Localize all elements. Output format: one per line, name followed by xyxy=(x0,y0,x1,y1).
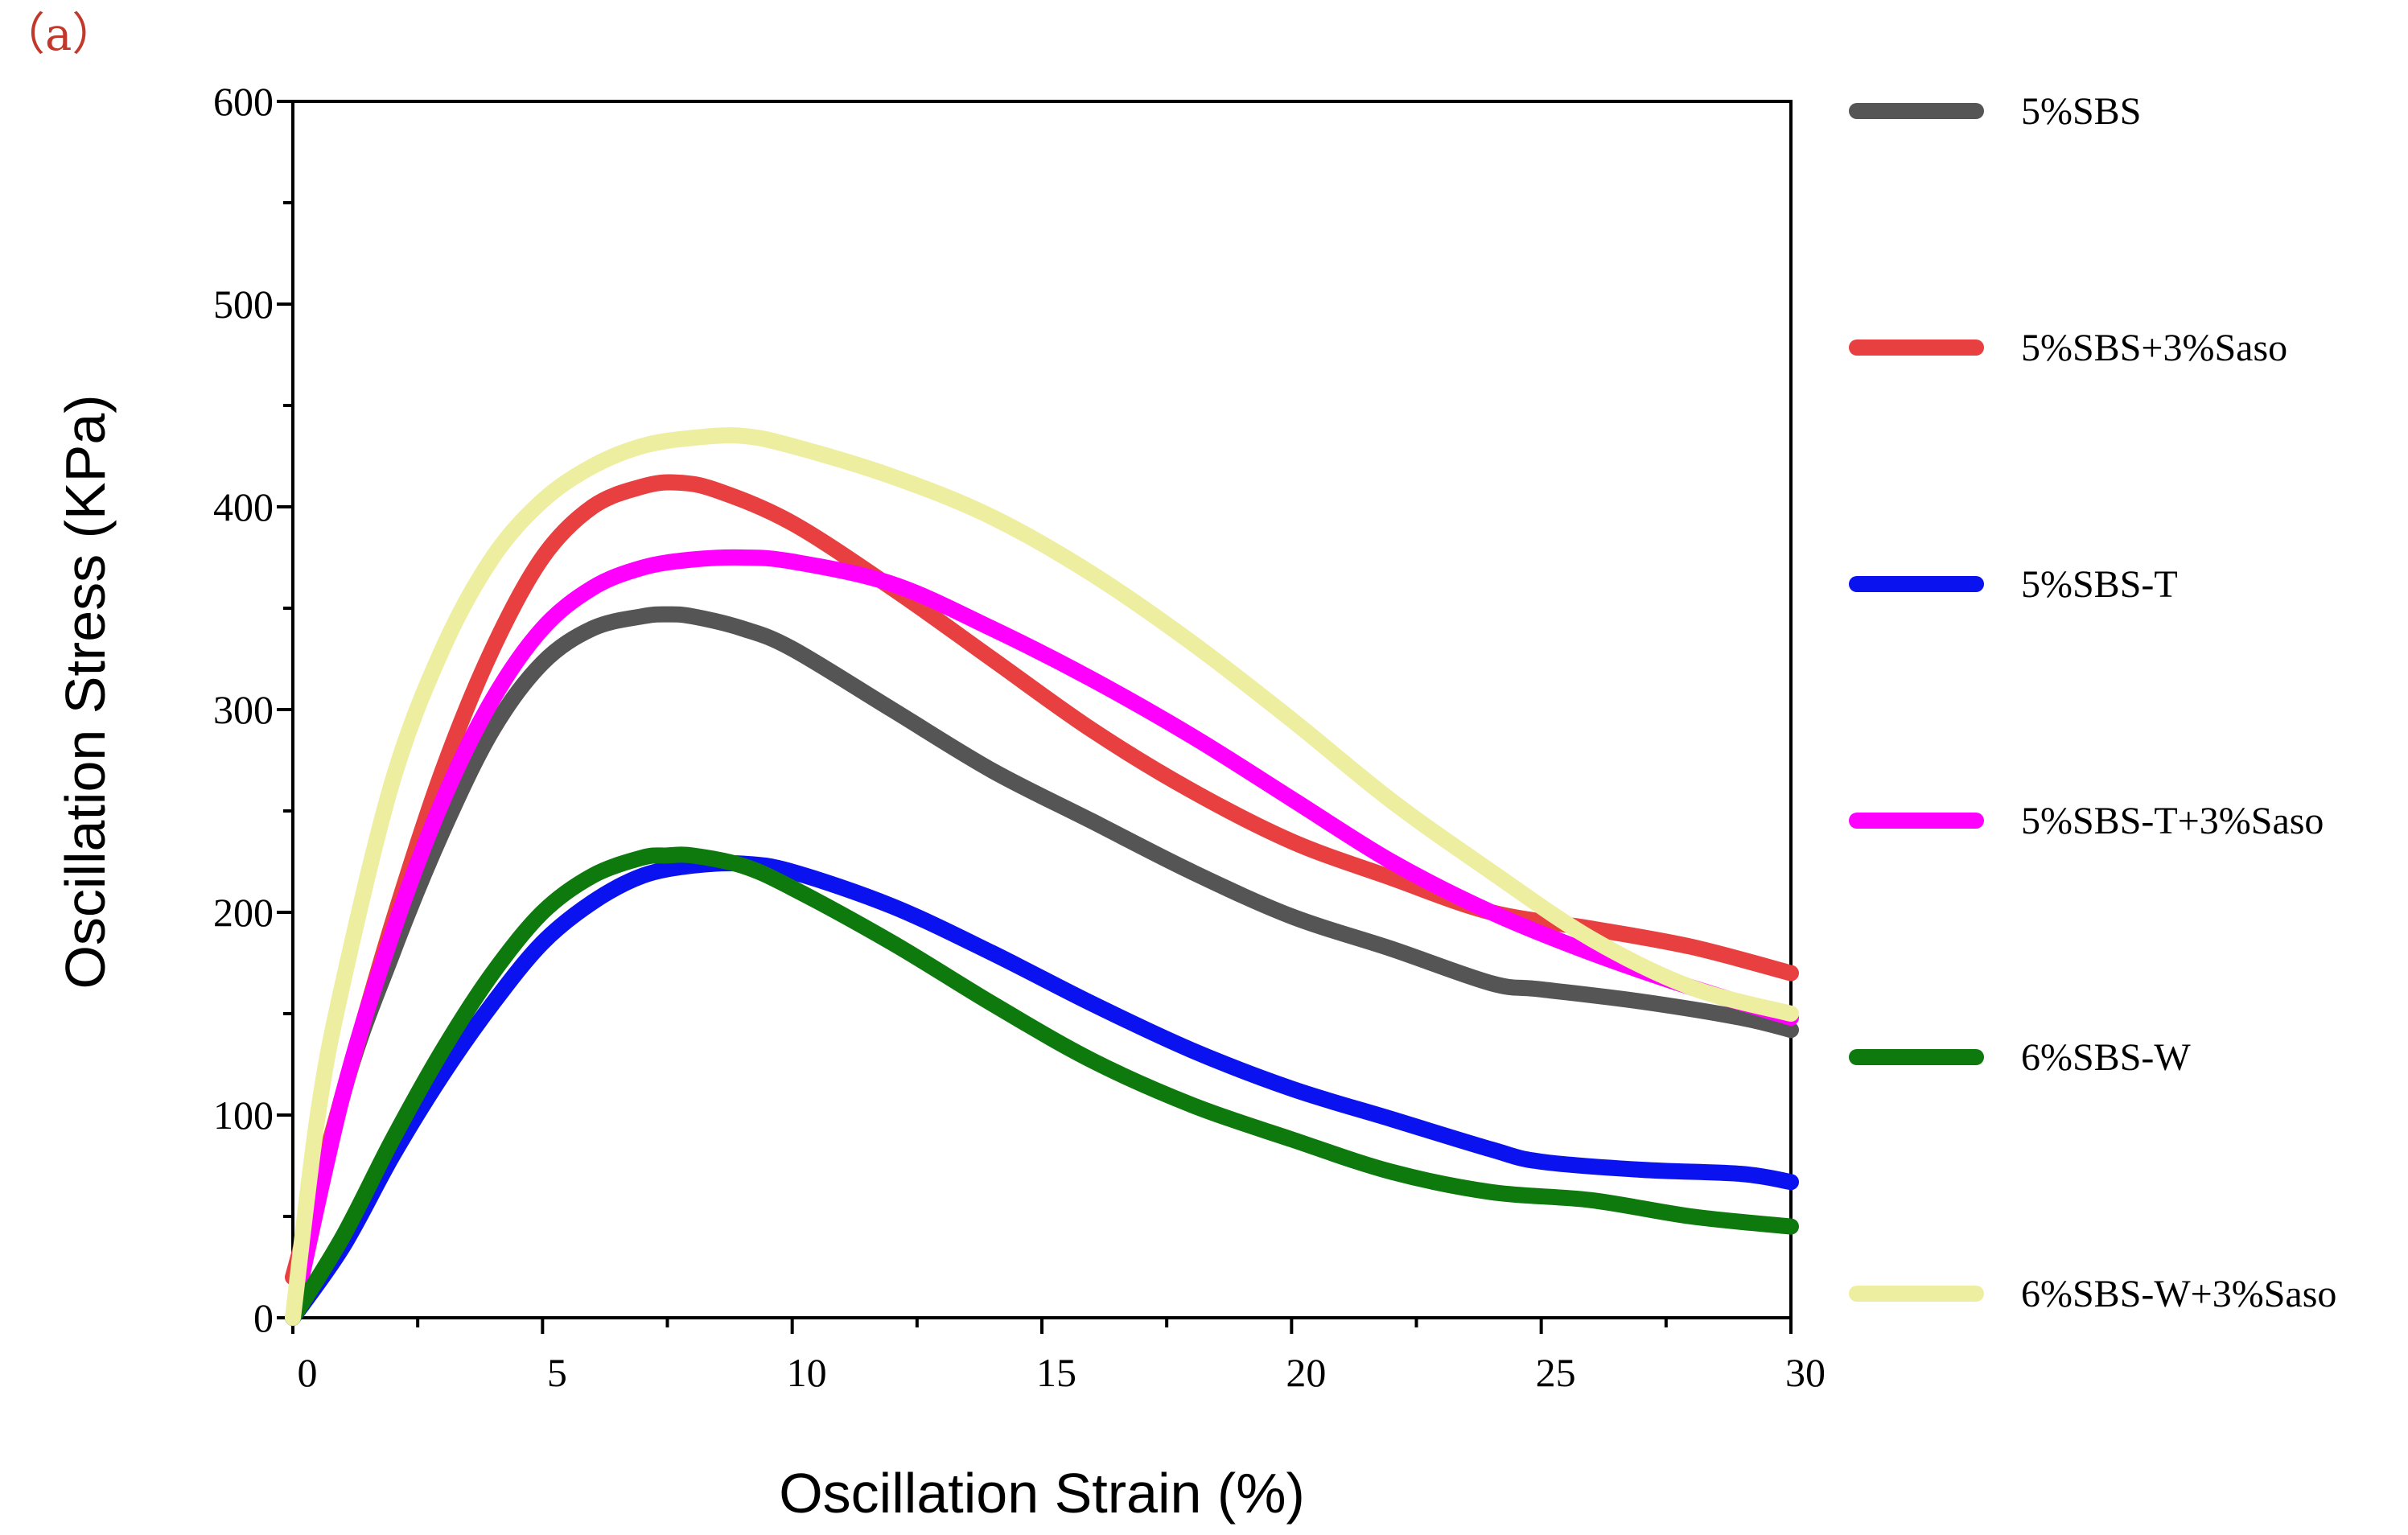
series-group xyxy=(285,427,1799,1326)
legend-label: 5%SBS-T xyxy=(2021,563,2178,606)
y-axis-title: Oscillation Stress (KPa) xyxy=(54,394,117,989)
series-line-1 xyxy=(285,606,1799,1326)
plot-area xyxy=(291,100,1793,1319)
y-axis: 0 100 200 300 400 500 600 xyxy=(213,79,293,1340)
plot-frame xyxy=(291,100,1793,1319)
y-tick-label: 400 xyxy=(213,484,274,529)
legend-label: 6%SBS-W+3%Saso xyxy=(2021,1273,2336,1315)
y-tick-label: 0 xyxy=(253,1295,274,1340)
legend-item: 6%SBS-W+3%Saso xyxy=(1849,1273,2336,1315)
x-tick-label: 5 xyxy=(547,1350,567,1395)
x-tick-label: 10 xyxy=(787,1350,827,1395)
legend-label: 5%SBS-T+3%Saso xyxy=(2021,800,2324,842)
legend-label: 5%SBS+3%Saso xyxy=(2021,327,2287,369)
y-tick-label: 500 xyxy=(213,282,274,327)
x-tick-label: 20 xyxy=(1286,1350,1326,1395)
panel-label: （a） xyxy=(0,9,117,61)
series-line-3 xyxy=(285,855,1799,1326)
legend-label: 6%SBS-W xyxy=(2021,1036,2191,1079)
x-tick-label: 30 xyxy=(1785,1350,1826,1395)
x-tick-label: 15 xyxy=(1036,1350,1076,1395)
legend: 5%SBS 5%SBS+3%Saso 5%SBS-T 5%SBS-T+3%Saso 6%… xyxy=(1849,90,2336,1315)
legend-item: 6%SBS-W xyxy=(1849,1036,2191,1079)
legend-item: 5%SBS-T+3%Saso xyxy=(1849,800,2324,842)
legend-label: 5%SBS xyxy=(2021,90,2141,133)
y-tick-label: 100 xyxy=(213,1093,274,1138)
x-axis-title: Oscillation Strain (%) xyxy=(779,1462,1305,1525)
series-line-6 xyxy=(285,427,1799,1326)
x-tick-label: 0 xyxy=(298,1350,318,1395)
legend-item: 5%SBS xyxy=(1849,90,2141,133)
y-tick-label: 200 xyxy=(213,890,274,935)
series-line-4 xyxy=(285,549,1799,1326)
series-line-5 xyxy=(285,846,1799,1326)
y-tick-label: 300 xyxy=(213,687,274,732)
x-axis: 0 5 10 15 20 25 30 xyxy=(291,1318,1826,1395)
legend-item: 5%SBS-T xyxy=(1849,563,2178,606)
x-tick-label: 25 xyxy=(1536,1350,1576,1395)
legend-item: 5%SBS+3%Saso xyxy=(1849,327,2287,369)
y-tick-label: 600 xyxy=(213,79,274,124)
